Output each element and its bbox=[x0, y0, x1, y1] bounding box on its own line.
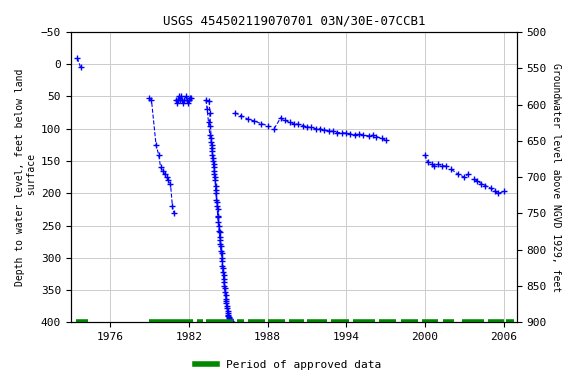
Title: USGS 454502119070701 03N/30E-07CCB1: USGS 454502119070701 03N/30E-07CCB1 bbox=[162, 15, 425, 28]
Y-axis label: Depth to water level, feet below land
 surface: Depth to water level, feet below land su… bbox=[15, 68, 37, 286]
Legend: Period of approved data: Period of approved data bbox=[191, 356, 385, 375]
Y-axis label: Groundwater level above NGVD 1929, feet: Groundwater level above NGVD 1929, feet bbox=[551, 63, 561, 292]
